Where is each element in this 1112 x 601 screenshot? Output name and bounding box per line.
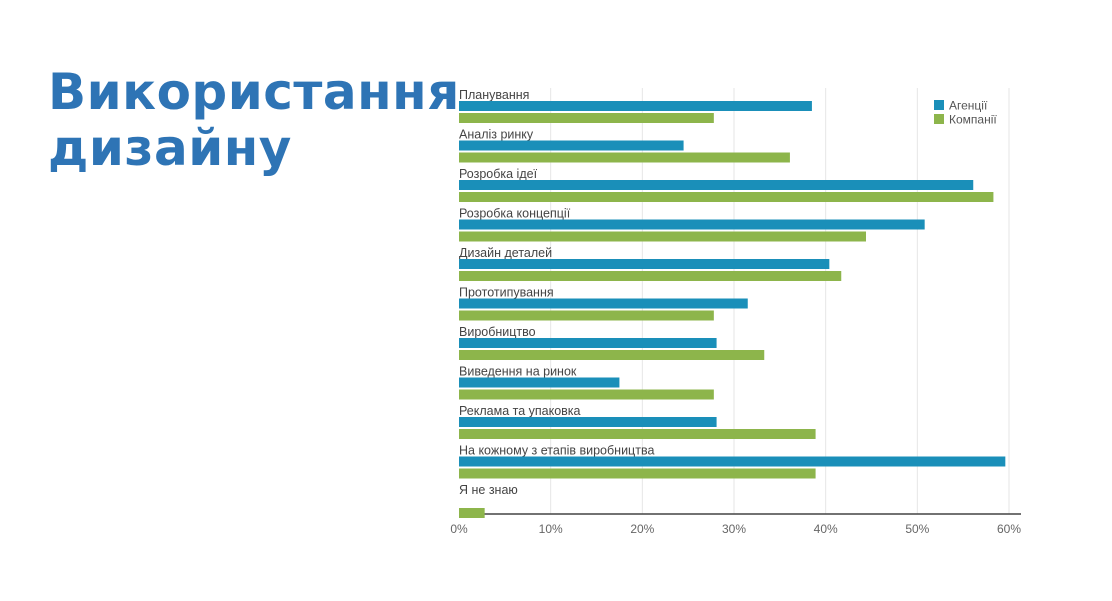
bar-companies bbox=[459, 468, 816, 479]
bar-agencies bbox=[459, 456, 1006, 467]
bar-agencies bbox=[459, 377, 620, 388]
bar-companies bbox=[459, 192, 994, 202]
category-label: Виведення на ринок bbox=[459, 365, 577, 379]
bar-companies bbox=[459, 389, 714, 400]
category-label: Реклама та упаковка bbox=[459, 404, 581, 418]
x-tick-label: 60% bbox=[997, 522, 1021, 536]
legend-label: Агенції bbox=[949, 99, 988, 113]
title-line-1: Використання bbox=[48, 63, 460, 121]
bar-agencies bbox=[459, 180, 974, 190]
x-tick-label: 10% bbox=[539, 522, 563, 536]
page-title: Використання дизайну bbox=[48, 64, 460, 176]
bar-companies bbox=[459, 508, 485, 518]
bar-companies bbox=[459, 310, 714, 321]
category-label: Прототипування bbox=[459, 286, 554, 300]
bar-companies bbox=[459, 231, 866, 242]
bar-agencies bbox=[459, 259, 830, 269]
x-tick-label: 20% bbox=[630, 522, 654, 536]
bar-agencies bbox=[459, 417, 717, 427]
category-label: Планування bbox=[459, 88, 529, 102]
category-label: На кожному з етапів виробництва bbox=[459, 444, 654, 458]
category-label: Виробництво bbox=[459, 325, 536, 339]
legend-swatch bbox=[934, 100, 944, 110]
category-label: Аналіз ринку bbox=[459, 128, 534, 142]
bar-companies bbox=[459, 271, 842, 281]
bar-companies bbox=[459, 350, 765, 360]
category-label: Дизайн деталей bbox=[459, 246, 552, 260]
bar-companies bbox=[459, 113, 714, 123]
title-line-2: дизайну bbox=[48, 119, 292, 177]
category-label: Розробка концепції bbox=[459, 207, 571, 221]
x-tick-label: 40% bbox=[814, 522, 838, 536]
bar-agencies bbox=[459, 101, 812, 111]
legend-swatch bbox=[934, 114, 944, 124]
bar-agencies bbox=[459, 219, 925, 230]
x-tick-label: 50% bbox=[905, 522, 929, 536]
category-label: Я не знаю bbox=[459, 483, 518, 497]
bar-companies bbox=[459, 152, 790, 163]
x-tick-label: 0% bbox=[450, 522, 468, 536]
bar-agencies bbox=[459, 298, 748, 309]
bar-companies bbox=[459, 429, 816, 439]
category-label: Розробка ідеї bbox=[459, 167, 538, 181]
bar-agencies bbox=[459, 338, 717, 348]
bar-agencies bbox=[459, 140, 684, 151]
legend-label: Компанії bbox=[949, 113, 997, 127]
x-tick-label: 30% bbox=[722, 522, 746, 536]
